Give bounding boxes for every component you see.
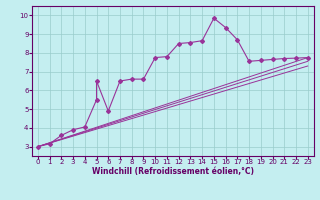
X-axis label: Windchill (Refroidissement éolien,°C): Windchill (Refroidissement éolien,°C) — [92, 167, 254, 176]
